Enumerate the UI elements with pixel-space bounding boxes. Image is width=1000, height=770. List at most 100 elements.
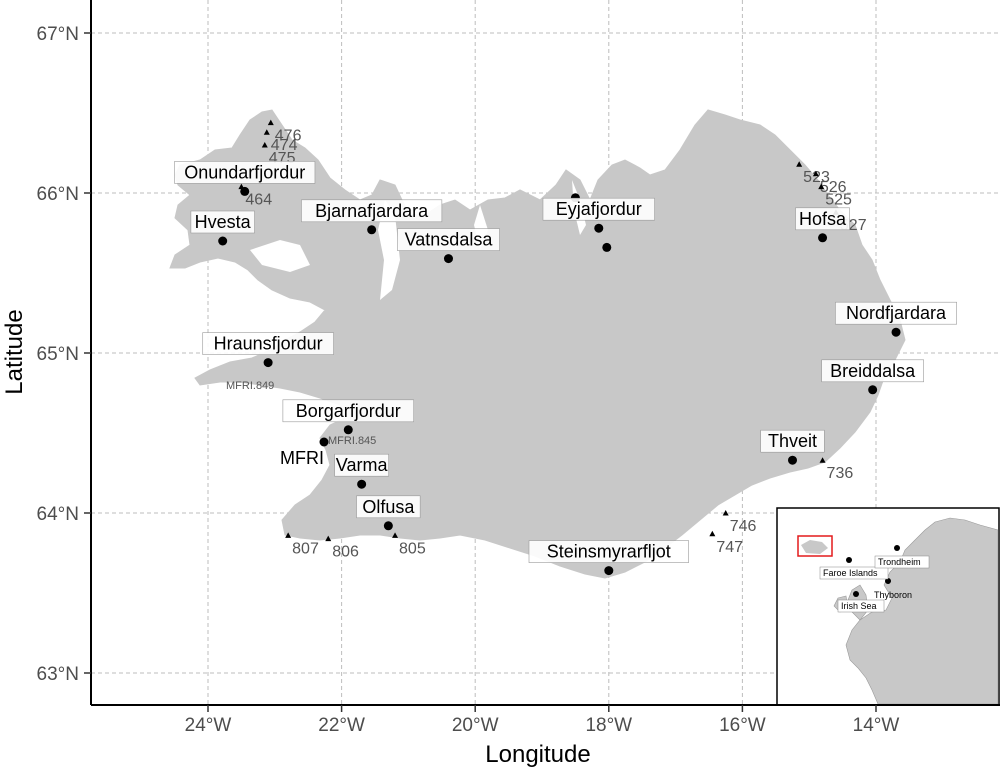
station-label: 474: [271, 137, 298, 154]
site-label: Olfusa: [362, 497, 415, 517]
station-label: 805: [399, 540, 426, 557]
station-label: 476: [275, 128, 302, 145]
sites: Onundarfjordur Hvesta Bjarnafjardara Vatnsd…: [174, 161, 957, 576]
x-tick-label: 16°W: [719, 715, 766, 736]
site-point: [367, 225, 377, 235]
station-label: 523: [803, 169, 830, 186]
inset-label-box: [874, 555, 930, 569]
inset-label-thyboron: Thyboron: [874, 590, 912, 600]
site-label-box: [282, 399, 414, 423]
x-tick-label: 18°W: [585, 715, 632, 736]
station-marker: [722, 510, 729, 516]
station-label: 736: [827, 465, 854, 482]
site-label-box: [542, 197, 655, 221]
station-marker: [267, 119, 274, 126]
site-point: [818, 233, 828, 243]
site-label-box: [174, 161, 316, 184]
station-label: 525: [825, 192, 852, 209]
site-label: Steinsmyrarfljot: [547, 542, 671, 562]
site-label-box: [821, 359, 924, 383]
site-label-box: [760, 429, 825, 453]
x-tick-label: 22°W: [318, 715, 365, 736]
station-label: 747: [716, 539, 743, 556]
site-point: [594, 223, 604, 233]
x-tick-label: 20°W: [452, 715, 499, 736]
site-label: Varma: [336, 455, 389, 475]
inset-point-irish-sea: [853, 591, 859, 597]
site-label: Bjarnafjardara: [315, 201, 429, 221]
y-tick-label: 67°N: [37, 24, 79, 45]
site-label-box: [528, 540, 689, 563]
inset-point-faroe: [846, 557, 852, 563]
station-marker: [285, 532, 292, 538]
station-label: 464: [245, 192, 272, 209]
site-label-box: [202, 332, 334, 355]
inset-label-box: [819, 566, 889, 580]
station-marker: [263, 129, 270, 135]
site-label: Hvesta: [195, 212, 252, 232]
site-label-box: [301, 199, 443, 223]
site-label: Nordfjardara: [846, 303, 947, 323]
inset-label-faroe: Faroe Islands: [823, 568, 878, 578]
x-tick-label: 24°W: [185, 715, 232, 736]
station-label: 526: [820, 179, 847, 196]
station-marker: [325, 535, 332, 542]
site-label-box: [190, 210, 255, 234]
y-tick-label: 64°N: [37, 504, 79, 525]
station-marker: [392, 532, 399, 538]
station-marker: [709, 530, 716, 537]
inset-point-thyboron: [885, 578, 891, 584]
y-tick-label: 66°N: [37, 184, 79, 205]
inset-map: Faroe Islands Trondheim Thyboron Irish S…: [776, 507, 1000, 706]
inset-label-box: [837, 599, 885, 613]
inset-point-trondheim: [894, 545, 900, 551]
site-label: Vatnsdalsa: [405, 230, 494, 250]
x-axis-title: Longitude: [485, 741, 590, 768]
site-label-box: [356, 495, 421, 519]
small-label-mfri-845: MFRI.845: [328, 435, 376, 447]
station-marker: [796, 161, 803, 167]
y-axis-title: Latitude: [1, 309, 28, 394]
inset-iceland-box: [797, 535, 833, 557]
site-point: [891, 327, 901, 337]
station-marker: [261, 142, 268, 148]
x-tick-label: 14°W: [853, 715, 900, 736]
site-point: [383, 521, 393, 531]
inset-iceland: [801, 540, 828, 554]
site-point: [240, 186, 250, 196]
site-point: [868, 385, 878, 395]
site-point: [218, 236, 228, 246]
site-point: [604, 566, 614, 576]
site-point: [443, 254, 453, 264]
station-label: 806: [332, 544, 359, 561]
sample-point: [602, 242, 612, 252]
station-marker: [818, 183, 825, 190]
axis-ticks: 24°W 22°W 20°W 18°W 16°W 14°W 67°N 66°N 65°N 64°N…: [37, 24, 900, 736]
site-label-box: [334, 453, 389, 477]
station-label: 746: [730, 518, 757, 535]
fjord-notch: [250, 240, 310, 272]
site-label-box: [795, 207, 850, 231]
station-marker: [812, 170, 819, 177]
inset-label-irish-sea: Irish Sea: [841, 601, 877, 611]
site-label: Borgarfjordur: [296, 401, 401, 421]
site-label: Hraunsfjordur: [214, 334, 323, 354]
site-label: Thveit: [768, 431, 817, 451]
site-label: Onundarfjordur: [184, 162, 305, 182]
small-label-mfri-849: MFRI.849: [226, 380, 274, 392]
site-label: Breiddalsa: [830, 361, 916, 381]
y-tick-label: 65°N: [37, 344, 79, 365]
mfri-label: MFRI: [280, 448, 324, 468]
site-point: [357, 479, 367, 489]
site-point: [788, 455, 797, 465]
fjord-notch: [378, 200, 400, 300]
site-label: Eyjafjordur: [556, 199, 642, 219]
site-point: [263, 358, 273, 368]
station-label: 807: [292, 540, 319, 557]
station-marker: [819, 457, 826, 463]
y-tick-label: 63°N: [37, 664, 79, 685]
site-label: Hofsa: [799, 209, 847, 229]
site-label-box: [397, 228, 500, 251]
inset-label-trondheim: Trondheim: [878, 557, 921, 567]
